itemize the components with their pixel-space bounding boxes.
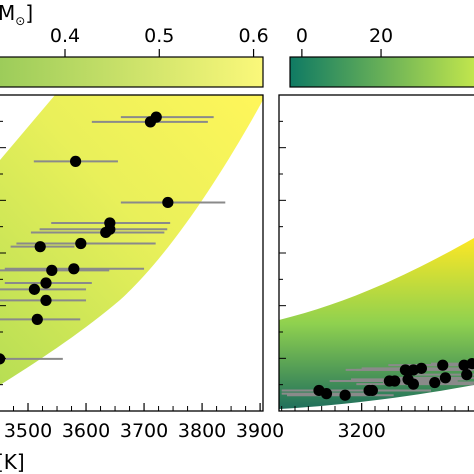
left-data-point — [144, 116, 157, 128]
left-data-point — [40, 277, 52, 289]
left-x-tick-label: 3900 — [236, 420, 284, 442]
colorbar-left-ticks: 0.4 0.5 0.6 — [50, 25, 269, 57]
right-data-point — [458, 359, 470, 371]
left-plot-frame — [0, 94, 264, 412]
colorbar-left-tick-label: 0.5 — [144, 25, 174, 47]
colorbar-right-bar — [289, 56, 474, 88]
left-x-tick-label: 3700 — [120, 420, 168, 442]
left-data-point — [162, 196, 174, 209]
right-data-point — [383, 375, 395, 387]
colorbar-right-tick-label: 20 — [369, 25, 393, 47]
left-data-point — [28, 283, 40, 295]
left-data-point — [75, 237, 87, 250]
right-data-points — [313, 358, 474, 401]
left-data-point — [40, 294, 52, 306]
right-data-point — [339, 389, 351, 401]
right-data-point — [407, 378, 419, 390]
right-data-point — [399, 364, 411, 376]
left-x-tick-label: 3600 — [62, 420, 110, 442]
right-data-point — [407, 364, 419, 376]
left-data-point — [31, 313, 43, 325]
right-panel: 3200 — [278, 94, 474, 442]
left-data-points — [0, 111, 174, 365]
left-data-point — [0, 353, 6, 365]
right-data-point — [461, 369, 473, 381]
colorbar-left-label-text: M — [0, 1, 15, 25]
colorbar-left-label-symbol: ⊙ — [15, 14, 25, 28]
x-axis-label: [K] — [0, 450, 25, 474]
right-data-point — [429, 376, 441, 389]
right-plot-frame — [278, 94, 474, 412]
left-data-point — [69, 155, 82, 167]
right-data-point — [320, 388, 333, 400]
right-x-ticks: 3200 — [281, 403, 469, 442]
left-data-point — [100, 226, 112, 239]
left-data-point — [46, 264, 58, 276]
left-panel: 3500 3600 3700 3800 3900 — [0, 94, 284, 442]
colorbar-left-label: M⊙] — [0, 1, 33, 28]
right-data-point — [439, 372, 451, 384]
colorbar-right: 0 20 — [289, 25, 474, 88]
right-x-tick-label: 3200 — [337, 420, 385, 442]
left-data-point — [34, 241, 46, 253]
colorbar-left-tick-label: 0.6 — [238, 25, 268, 47]
colorbar-right-ticks: 0 20 — [296, 25, 393, 57]
left-x-ticks: 3500 3600 3700 3800 3900 — [4, 403, 284, 442]
left-x-tick-label: 3500 — [4, 420, 52, 442]
left-x-tick-label: 3800 — [178, 420, 226, 442]
left-model-band — [0, 95, 263, 385]
right-data-point — [366, 384, 378, 397]
left-data-point — [68, 263, 80, 275]
colorbar-left: M⊙] 0.4 0.5 0.6 — [0, 1, 269, 88]
right-data-point — [437, 359, 449, 371]
colorbar-left-bar — [0, 56, 264, 88]
colorbar-left-label-close: ] — [25, 1, 33, 25]
colorbar-right-tick-label: 0 — [296, 25, 308, 47]
colorbar-left-tick-label: 0.4 — [50, 25, 80, 47]
